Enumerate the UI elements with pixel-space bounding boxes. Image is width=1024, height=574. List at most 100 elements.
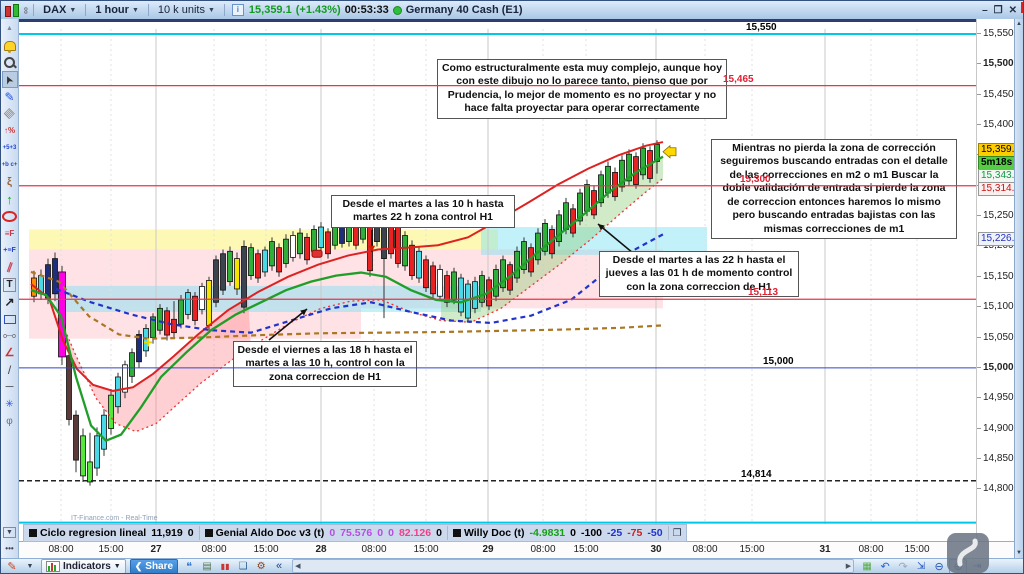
- chart-area[interactable]: Como estructuralmente esta muy complejo,…: [19, 19, 976, 541]
- annotation-box[interactable]: Desde el martes a las 22 h hasta el juev…: [599, 251, 799, 298]
- price-tag: 5m18s: [978, 156, 1016, 170]
- time-tick: 15:00: [98, 544, 124, 555]
- time-tick: 08:00: [201, 544, 227, 555]
- time-tick: 28: [315, 544, 327, 555]
- up-arrow-tool-icon[interactable]: ↑: [6, 191, 13, 207]
- price-tick: 15,550: [977, 28, 1014, 39]
- hook-tool-icon[interactable]: ξ: [7, 175, 12, 188]
- trendline-tool-icon[interactable]: /: [7, 363, 12, 378]
- goto-date-icon[interactable]: ▦: [862, 560, 872, 572]
- indicator-legend-item[interactable]: Willy Doc (t) -4.9831 0 -100 -25 -75 -50: [448, 526, 669, 540]
- draw-brush-icon[interactable]: ✎: [7, 560, 17, 573]
- indicator-color-swatch: [29, 529, 37, 537]
- symbol-dropdown[interactable]: DAX ▼: [43, 4, 77, 16]
- vertical-scrollbar[interactable]: ▲ ▼: [1014, 19, 1023, 558]
- numbers-tool-icon[interactable]: +5+3: [2, 145, 17, 152]
- popup-chart-icon[interactable]: ❏: [238, 560, 248, 572]
- news-icon[interactable]: ▤: [202, 560, 212, 572]
- price-tick: 15,400: [977, 119, 1014, 130]
- scroll-up-icon[interactable]: ▲: [1016, 21, 1022, 27]
- time-tick: 08:00: [48, 544, 74, 555]
- horizontal-scrollbar[interactable]: ◀ ▶: [292, 559, 855, 573]
- time-axis[interactable]: 08:00 15:00 27 08:00 15:00 28 08:00 15:00 29 08:0…: [19, 541, 1014, 559]
- time-tick: 08:00: [692, 544, 718, 555]
- indicator-legend: Ciclo regresion lineal 11,919 0 Genial Aldo…: [23, 524, 687, 542]
- ellipse-tool-icon[interactable]: [2, 208, 18, 225]
- chart-type-icon[interactable]: [5, 3, 19, 17]
- bottom-toolbar: ✎▼Indicators▼❮Share❝▤▮▮❏⚙«◀▶▦↶↷⇲⊖⊕⇥: [1, 558, 1023, 573]
- share-button[interactable]: ❮ Share: [129, 558, 179, 573]
- price-tick: 15,250: [977, 210, 1014, 221]
- level-label: 15,113: [748, 287, 779, 299]
- indicator-color-swatch: [204, 529, 213, 537]
- price-tick: 15,450: [977, 89, 1014, 100]
- settings-wrench-icon[interactable]: ⚙: [256, 560, 266, 572]
- units-dropdown[interactable]: 10 k units ▼: [157, 4, 215, 16]
- left-toolbar: ▲ ➤ ✎ ▤ ↑% +5+3 +b c+ ξ ↑ ≡F +≡F ∥ T ↗ o─o ∠ / ─ ✳ φ ▼ •••: [1, 19, 19, 558]
- link-windows-icon[interactable]: ∞: [20, 6, 32, 14]
- chart-top-edge: [19, 19, 976, 22]
- redo-icon[interactable]: ↷: [898, 560, 908, 573]
- timeframe-dropdown[interactable]: 1 hour ▼: [95, 4, 139, 16]
- annotation-box[interactable]: Desde el viernes a las 18 h hasta el mar…: [233, 341, 417, 388]
- scroll-up-icon[interactable]: ▲: [6, 25, 13, 33]
- chevron-down-icon: ▼: [207, 6, 215, 14]
- scroll-down-icon[interactable]: ▼: [1016, 550, 1022, 556]
- minimize-button[interactable]: –: [982, 4, 988, 16]
- horizontal-line-tool-icon[interactable]: ─: [5, 381, 14, 394]
- zoom-out-icon[interactable]: ⊖: [934, 560, 944, 573]
- zoom-tool-icon[interactable]: [2, 54, 18, 71]
- draw-dropdown[interactable]: ▼: [26, 562, 34, 570]
- chat-icon[interactable]: ❝: [186, 560, 193, 573]
- last-price: 15,359.1: [248, 4, 292, 16]
- percent-change-icon[interactable]: ↑%: [3, 126, 16, 136]
- annotation-box[interactable]: Como estructuralmente esta muy complejo,…: [437, 59, 727, 119]
- info-icon[interactable]: i: [231, 4, 244, 16]
- share-icon: ❮: [134, 560, 143, 571]
- indicator-legend-item[interactable]: Genial Aldo Doc v3 (t) 0 75.576 0 0 82.126 0: [200, 526, 448, 540]
- time-tick: 08:00: [530, 544, 556, 555]
- indicators-button[interactable]: Indicators ▼: [41, 558, 126, 573]
- compare-icon[interactable]: ▮▮: [220, 561, 230, 571]
- arrow-tool-icon[interactable]: ↗: [4, 295, 15, 310]
- price-tag: 15,226.8: [978, 232, 1023, 246]
- level-label: 15,000: [763, 355, 794, 367]
- annotation-box[interactable]: Mientras no pierda la zona de corrección…: [711, 139, 957, 240]
- zoom-selection-icon[interactable]: ⇲: [916, 560, 926, 572]
- more-tools-dropdown[interactable]: ▼: [2, 524, 18, 541]
- alerts-bell-icon[interactable]: [2, 37, 18, 54]
- channel-tool-icon[interactable]: ∥: [5, 261, 14, 274]
- angle-tool-icon[interactable]: ∠: [4, 346, 15, 359]
- price-tick: 14,800: [977, 483, 1014, 494]
- fibonacci-icon[interactable]: ≡F: [4, 228, 15, 238]
- time-tick: 15:00: [413, 544, 439, 555]
- price-tick: 14,950: [977, 392, 1014, 403]
- price-tick: 15,000: [977, 362, 1014, 373]
- draw-pencil-icon[interactable]: ✎: [4, 89, 15, 104]
- titlebar: ∞ DAX ▼ 1 hour ▼ 10 k units ▼ i 15,359.1 (+…: [1, 1, 1023, 20]
- restore-button[interactable]: ❐: [993, 4, 1003, 16]
- indicator-legend-item[interactable]: Ciclo regresion lineal 11,919 0: [24, 526, 200, 540]
- segment-tool-icon[interactable]: o─o: [3, 332, 16, 340]
- text-tool-icon[interactable]: T: [2, 276, 18, 293]
- chevron-down-icon: ▼: [131, 6, 139, 14]
- ruler-icon[interactable]: ▤: [1, 106, 17, 121]
- node-tool-icon[interactable]: φ: [6, 415, 13, 427]
- price-axis[interactable]: 15,55015,50015,45015,40015,35015,30015,2…: [976, 19, 1023, 541]
- undo-icon[interactable]: ↶: [880, 560, 890, 573]
- annotation-box[interactable]: Desde el martes a las 10 h hasta martes …: [331, 195, 515, 228]
- time-tick: 29: [482, 544, 494, 555]
- collapse-icon[interactable]: «: [276, 560, 283, 572]
- prorealtime-logo: [947, 533, 989, 573]
- letters-tool-icon[interactable]: +b c+: [1, 162, 18, 169]
- fan-tool-icon[interactable]: ✳: [5, 398, 14, 410]
- level-label: 15,300: [740, 173, 771, 185]
- close-button[interactable]: ✕: [1008, 4, 1017, 16]
- fibonacci-plus-icon[interactable]: +≡F: [3, 247, 16, 255]
- price-tick: 15,050: [977, 332, 1014, 343]
- restore-indicators-icon[interactable]: ❐: [672, 527, 682, 539]
- cursor-tool-icon[interactable]: ➤: [1, 71, 18, 89]
- rectangle-tool-icon[interactable]: [2, 311, 18, 328]
- overflow-tools[interactable]: •••: [5, 544, 14, 554]
